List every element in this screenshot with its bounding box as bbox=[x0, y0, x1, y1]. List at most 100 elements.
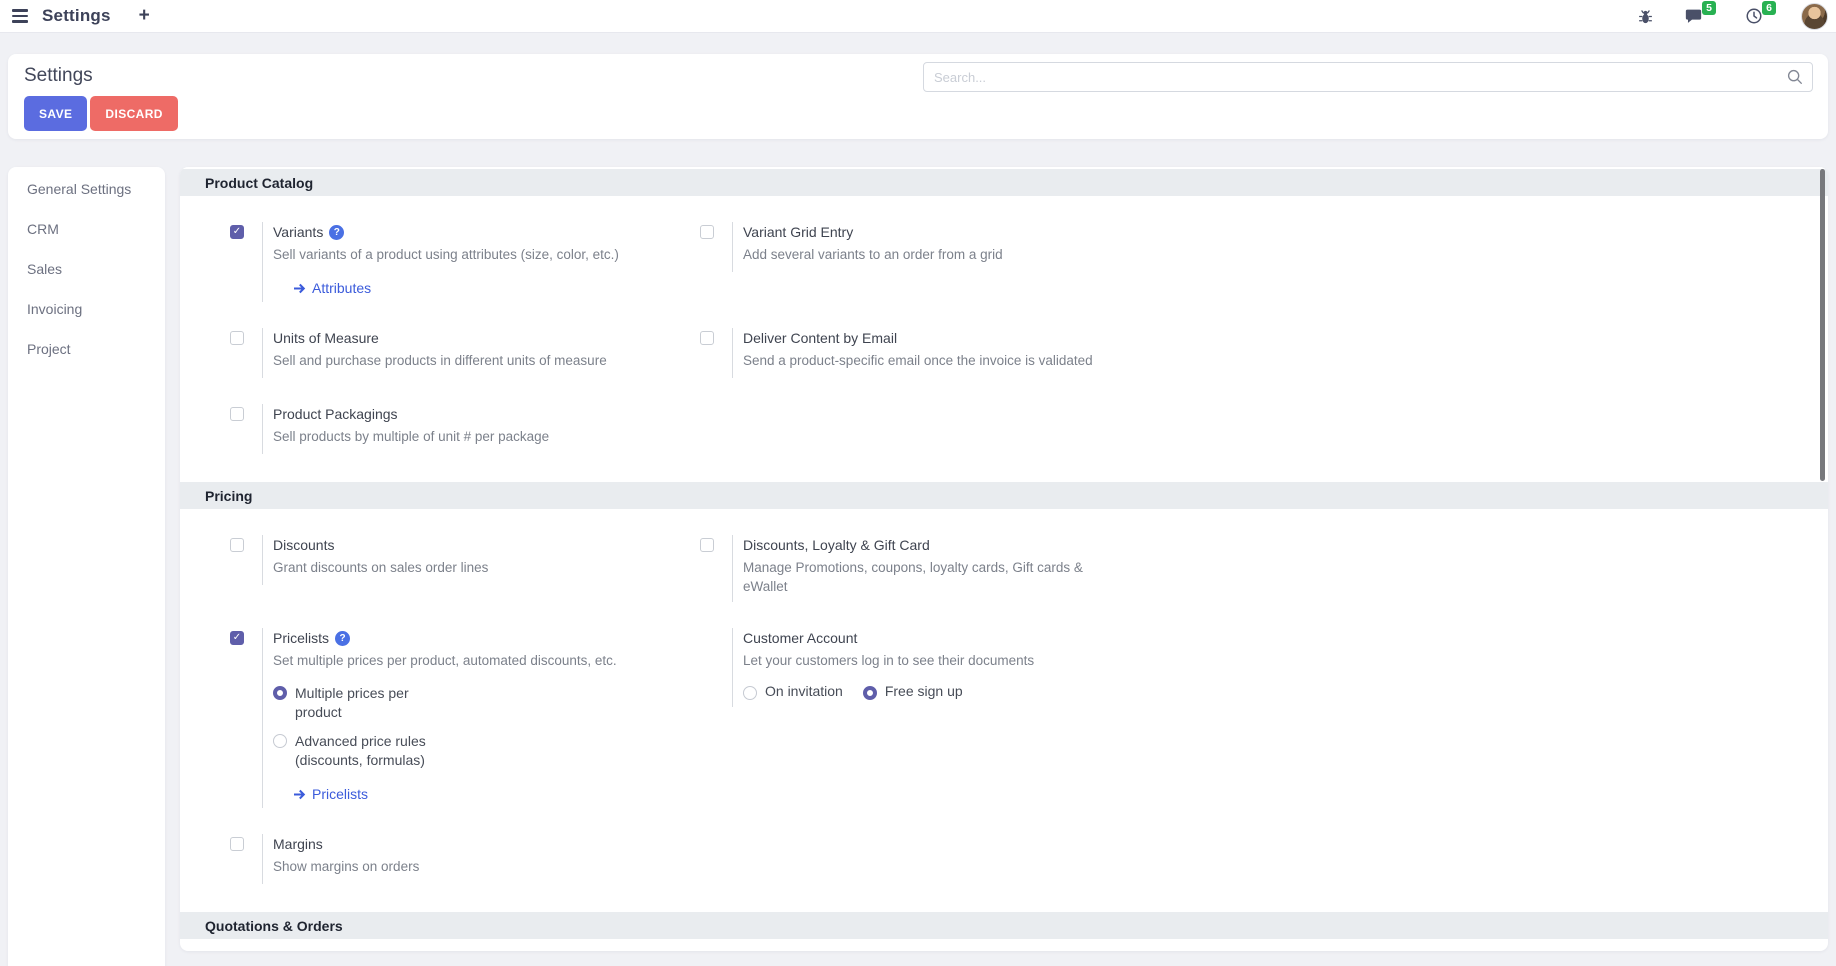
checkbox-column bbox=[230, 404, 262, 421]
setting-description: Sell products by multiple of unit # per … bbox=[273, 429, 550, 444]
deliver-content-by-email-checkbox[interactable] bbox=[700, 331, 714, 345]
discounts-loyalty-gift-card-checkbox[interactable] bbox=[700, 538, 714, 552]
setting-row: ✓ Pricelists? Set multiple prices per prod… bbox=[180, 628, 1828, 808]
sidebar-item-general-settings[interactable]: General Settings bbox=[27, 181, 132, 197]
pricelists-checkbox[interactable]: ✓ bbox=[230, 631, 244, 645]
discard-button[interactable]: DISCARD bbox=[90, 96, 178, 131]
checkbox-column bbox=[230, 834, 262, 851]
setting-margins: Margins Show margins on orders bbox=[230, 834, 700, 884]
setting-label: Discounts bbox=[273, 537, 335, 553]
radio-label: Multiple prices per product bbox=[295, 685, 409, 720]
customer-account-radio-1[interactable] bbox=[862, 685, 877, 700]
pricelists-link[interactable]: Pricelists bbox=[293, 786, 661, 802]
settings-sidebar: General Settings CRM Sales Invoicing Project bbox=[8, 167, 165, 966]
variants-link[interactable]: Attributes bbox=[293, 280, 661, 296]
checkbox-column bbox=[700, 535, 732, 552]
checkbox-column bbox=[230, 328, 262, 345]
settings-content: Product Catalog ✓ Variants? Sell variants o… bbox=[180, 167, 1828, 951]
setting-label: Customer Account bbox=[743, 630, 858, 646]
setting-content: Margins Show margins on orders bbox=[262, 834, 661, 884]
setting-row: Margins Show margins on orders bbox=[180, 834, 1828, 884]
app-title[interactable]: Settings bbox=[42, 5, 111, 25]
scrollbar-thumb[interactable] bbox=[1820, 169, 1825, 481]
search-bar bbox=[923, 62, 1813, 92]
customer-account-radio-group: On invitation Free sign up bbox=[743, 682, 1131, 701]
customer-account-radio-0[interactable] bbox=[743, 685, 757, 700]
arrow-right-icon bbox=[294, 283, 306, 293]
help-icon: ? bbox=[335, 631, 351, 646]
radio-option: Free sign up bbox=[862, 682, 963, 701]
setting-content: Variants? Sell variants of a product usin… bbox=[262, 222, 661, 302]
discounts-checkbox[interactable] bbox=[230, 538, 244, 552]
setting-units-of-measure: Units of Measure Sell and purchase produc… bbox=[230, 328, 700, 378]
setting-discounts-loyalty-gift-card: Discounts, Loyalty & Gift Card Manage Pro… bbox=[700, 535, 1170, 602]
setting-content: Variant Grid Entry Add several variants t… bbox=[732, 222, 1131, 272]
setting-label: Margins bbox=[273, 836, 323, 852]
debug-icon[interactable] bbox=[1637, 8, 1654, 25]
checkbox-column: ✓ bbox=[230, 628, 262, 645]
search-icon[interactable] bbox=[1786, 68, 1804, 91]
sidebar-item-invoicing[interactable]: Invoicing bbox=[27, 301, 83, 317]
setting-content: Discounts, Loyalty & Gift Card Manage Pro… bbox=[732, 535, 1131, 602]
sidebar-item-project[interactable]: Project bbox=[27, 341, 71, 357]
setting-row: ✓ Variants? Sell variants of a product usi… bbox=[180, 222, 1828, 302]
settings-header: Settings SAVE DISCARD bbox=[8, 54, 1828, 139]
setting-row: Units of Measure Sell and purchase produc… bbox=[180, 328, 1828, 378]
section-header-product-catalog: Product Catalog bbox=[180, 169, 1828, 196]
setting-description: Set multiple prices per product, automat… bbox=[273, 653, 617, 668]
pricelists-radio-0[interactable] bbox=[273, 686, 287, 700]
checkmark-icon: ✓ bbox=[232, 632, 242, 643]
pricelists-radio-group: Multiple prices per product Advanced pric… bbox=[273, 684, 661, 770]
setting-deliver-content-by-email: Deliver Content by Email Send a product-s… bbox=[700, 328, 1170, 378]
setting-description: Show margins on orders bbox=[273, 859, 420, 874]
radio-option: Multiple prices per product bbox=[273, 684, 661, 722]
radio-label: Advanced price rules (discounts, formula… bbox=[295, 733, 426, 768]
units-of-measure-checkbox[interactable] bbox=[230, 331, 244, 345]
margins-checkbox[interactable] bbox=[230, 837, 244, 851]
menu-icon[interactable] bbox=[10, 5, 30, 26]
checkbox-column bbox=[700, 222, 732, 239]
empty-cell bbox=[700, 834, 1170, 884]
setting-content: Pricelists? Set multiple prices per produ… bbox=[262, 628, 661, 808]
sidebar-item-crm[interactable]: CRM bbox=[27, 221, 59, 237]
setting-discounts: Discounts Grant discounts on sales order … bbox=[230, 535, 700, 602]
setting-variant-grid-entry: Variant Grid Entry Add several variants t… bbox=[700, 222, 1170, 302]
pricelists-radio-1[interactable] bbox=[273, 734, 287, 748]
activities-icon[interactable]: 6 bbox=[1745, 1, 1776, 25]
radio-option: Advanced price rules (discounts, formula… bbox=[273, 732, 661, 770]
section-header-pricing: Pricing bbox=[180, 482, 1828, 509]
radio-option: On invitation bbox=[743, 682, 843, 701]
setting-description: Sell variants of a product using attribu… bbox=[273, 247, 619, 262]
link-label: Attributes bbox=[312, 280, 372, 296]
messages-icon[interactable]: 5 bbox=[1684, 1, 1716, 25]
setting-label: Variants bbox=[273, 224, 324, 240]
section-header-quotations-orders: Quotations & Orders bbox=[180, 912, 1828, 939]
setting-description: Send a product-specific email once the i… bbox=[743, 353, 1093, 368]
top-navbar: Settings + 5 bbox=[0, 0, 1836, 33]
activities-badge: 6 bbox=[1762, 1, 1776, 15]
setting-description: Sell and purchase products in different … bbox=[273, 353, 607, 368]
variants-checkbox[interactable]: ✓ bbox=[230, 225, 244, 239]
setting-description: Let your customers log in to see their d… bbox=[743, 653, 1035, 668]
search-input[interactable] bbox=[923, 62, 1813, 92]
setting-description: Manage Promotions, coupons, loyalty card… bbox=[743, 560, 1083, 594]
user-avatar[interactable] bbox=[1801, 2, 1828, 30]
setting-content: Deliver Content by Email Send a product-s… bbox=[732, 328, 1131, 378]
radio-label: Free sign up bbox=[884, 683, 963, 699]
save-button[interactable]: SAVE bbox=[24, 96, 88, 131]
page-title: Settings bbox=[24, 65, 93, 86]
sidebar-item-sales[interactable]: Sales bbox=[27, 261, 63, 277]
setting-description: Add several variants to an order from a … bbox=[743, 247, 1003, 262]
setting-label: Units of Measure bbox=[273, 330, 379, 346]
variant-grid-entry-checkbox[interactable] bbox=[700, 225, 714, 239]
product-packagings-checkbox[interactable] bbox=[230, 407, 244, 421]
checkmark-icon: ✓ bbox=[232, 226, 242, 237]
setting-content: Discounts Grant discounts on sales order … bbox=[262, 535, 661, 585]
setting-label: Product Packagings bbox=[273, 406, 398, 422]
new-tab-button[interactable]: + bbox=[138, 5, 150, 27]
radio-label: On invitation bbox=[765, 683, 843, 699]
link-label: Pricelists bbox=[312, 786, 369, 802]
messages-badge: 5 bbox=[1702, 1, 1716, 15]
setting-description: Grant discounts on sales order lines bbox=[273, 560, 489, 575]
